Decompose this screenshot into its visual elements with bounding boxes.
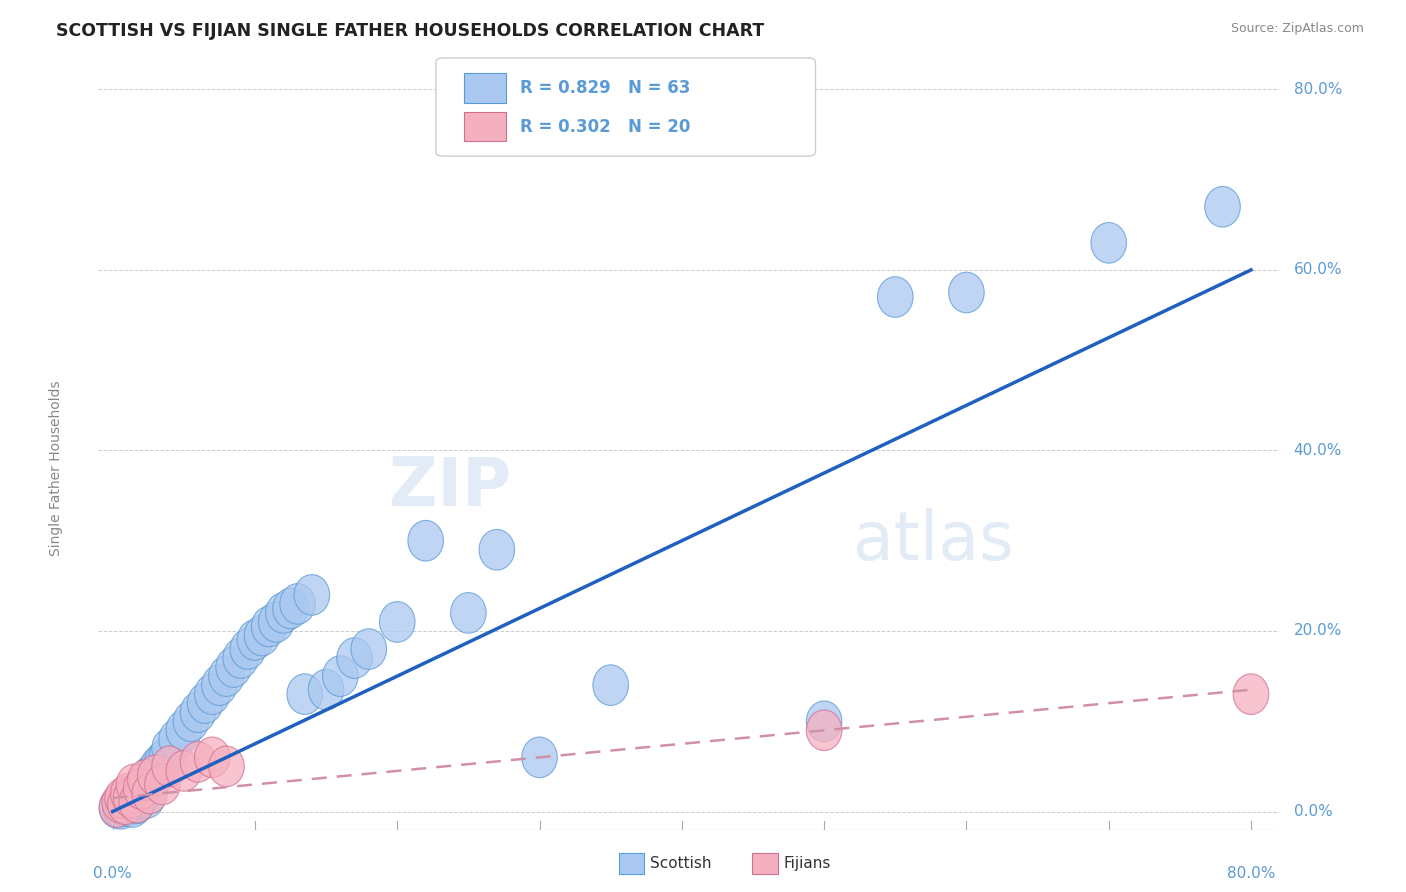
Ellipse shape	[166, 750, 201, 791]
Ellipse shape	[118, 780, 153, 820]
Ellipse shape	[132, 773, 167, 814]
Ellipse shape	[103, 787, 138, 827]
Ellipse shape	[138, 756, 173, 796]
Ellipse shape	[100, 788, 135, 828]
Ellipse shape	[252, 607, 287, 647]
Ellipse shape	[117, 764, 152, 805]
Ellipse shape	[104, 789, 139, 829]
Ellipse shape	[149, 737, 184, 778]
Ellipse shape	[120, 783, 155, 823]
Ellipse shape	[129, 778, 165, 818]
Ellipse shape	[806, 701, 842, 741]
Text: ZIP: ZIP	[389, 453, 510, 519]
Text: 60.0%: 60.0%	[1294, 262, 1343, 277]
Ellipse shape	[593, 665, 628, 706]
Text: 80.0%: 80.0%	[1294, 82, 1343, 97]
Ellipse shape	[128, 772, 163, 812]
Ellipse shape	[1205, 186, 1240, 227]
Ellipse shape	[208, 746, 245, 787]
Ellipse shape	[107, 780, 142, 821]
Ellipse shape	[122, 778, 157, 818]
Ellipse shape	[187, 683, 224, 723]
Ellipse shape	[208, 656, 245, 697]
Ellipse shape	[949, 272, 984, 313]
Ellipse shape	[450, 592, 486, 633]
Ellipse shape	[180, 692, 215, 732]
Ellipse shape	[112, 778, 148, 818]
Text: 40.0%: 40.0%	[1294, 443, 1343, 458]
Ellipse shape	[408, 520, 443, 561]
Ellipse shape	[145, 741, 180, 782]
Text: Single Father Households: Single Father Households	[49, 381, 63, 557]
Text: 20.0%: 20.0%	[1294, 624, 1343, 639]
Ellipse shape	[120, 782, 155, 822]
Ellipse shape	[105, 784, 141, 824]
Ellipse shape	[103, 782, 138, 822]
Ellipse shape	[1091, 222, 1126, 263]
Ellipse shape	[231, 629, 266, 669]
Ellipse shape	[111, 785, 146, 825]
Ellipse shape	[806, 710, 842, 750]
Ellipse shape	[352, 629, 387, 669]
Ellipse shape	[215, 647, 252, 688]
Ellipse shape	[173, 701, 208, 741]
Ellipse shape	[127, 764, 162, 805]
Ellipse shape	[877, 277, 912, 318]
Ellipse shape	[121, 773, 156, 814]
Ellipse shape	[273, 588, 308, 629]
Ellipse shape	[111, 773, 146, 814]
Ellipse shape	[117, 775, 152, 815]
Ellipse shape	[380, 601, 415, 642]
Ellipse shape	[479, 530, 515, 570]
Ellipse shape	[194, 673, 231, 714]
Ellipse shape	[224, 638, 259, 679]
Text: SCOTTISH VS FIJIAN SINGLE FATHER HOUSEHOLDS CORRELATION CHART: SCOTTISH VS FIJIAN SINGLE FATHER HOUSEHO…	[56, 22, 765, 40]
Ellipse shape	[194, 737, 231, 778]
Ellipse shape	[114, 778, 149, 818]
Ellipse shape	[266, 592, 301, 633]
Text: 0.0%: 0.0%	[93, 865, 132, 880]
Ellipse shape	[124, 769, 159, 809]
Ellipse shape	[280, 583, 315, 624]
Text: 0.0%: 0.0%	[1294, 804, 1333, 819]
Ellipse shape	[108, 786, 143, 826]
Ellipse shape	[180, 741, 215, 782]
Ellipse shape	[259, 601, 294, 642]
Text: Fijians: Fijians	[783, 856, 831, 871]
Text: 80.0%: 80.0%	[1227, 865, 1275, 880]
Ellipse shape	[238, 620, 273, 660]
Ellipse shape	[245, 615, 280, 656]
Ellipse shape	[166, 710, 201, 750]
Ellipse shape	[100, 787, 135, 827]
Ellipse shape	[114, 782, 149, 822]
Ellipse shape	[125, 775, 160, 815]
Ellipse shape	[1233, 673, 1268, 714]
Ellipse shape	[145, 764, 180, 805]
Ellipse shape	[124, 769, 159, 809]
Text: Scottish: Scottish	[650, 856, 711, 871]
Ellipse shape	[152, 746, 187, 787]
Ellipse shape	[159, 719, 194, 760]
Text: R = 0.829   N = 63: R = 0.829 N = 63	[520, 79, 690, 97]
Text: atlas: atlas	[852, 508, 1014, 574]
Ellipse shape	[128, 760, 163, 800]
Ellipse shape	[294, 574, 329, 615]
Ellipse shape	[287, 673, 322, 714]
Ellipse shape	[115, 787, 150, 827]
Ellipse shape	[108, 784, 143, 824]
Ellipse shape	[308, 669, 344, 710]
Ellipse shape	[105, 778, 141, 818]
Text: R = 0.302   N = 20: R = 0.302 N = 20	[520, 118, 690, 136]
Ellipse shape	[138, 750, 173, 791]
Text: Source: ZipAtlas.com: Source: ZipAtlas.com	[1230, 22, 1364, 36]
Ellipse shape	[201, 665, 238, 706]
Ellipse shape	[152, 728, 187, 769]
Ellipse shape	[141, 746, 176, 787]
Ellipse shape	[522, 737, 557, 778]
Ellipse shape	[131, 760, 166, 800]
Ellipse shape	[337, 638, 373, 679]
Ellipse shape	[322, 656, 359, 697]
Ellipse shape	[134, 756, 169, 796]
Ellipse shape	[110, 783, 145, 823]
